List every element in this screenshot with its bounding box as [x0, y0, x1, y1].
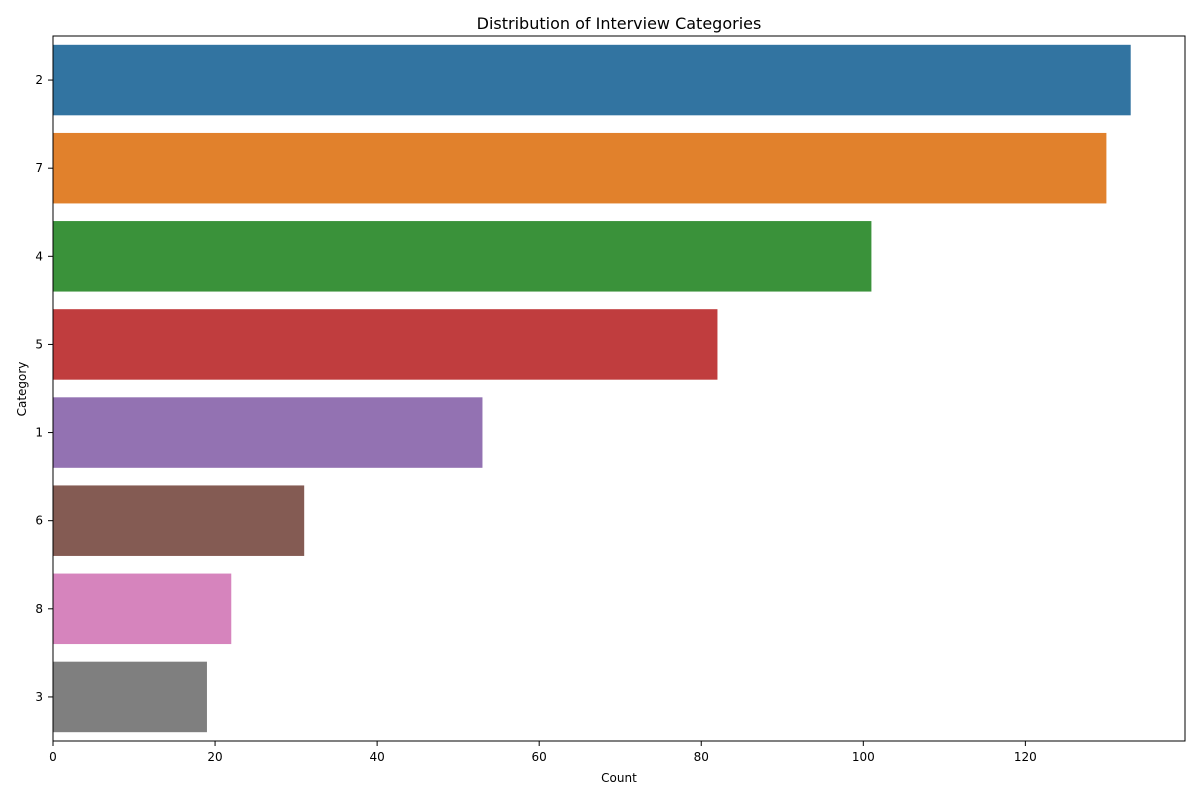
bar-category-7 — [53, 132, 1107, 204]
x-axis-label: Count — [601, 771, 637, 785]
x-tick-label: 40 — [369, 750, 384, 764]
x-axis-ticks: 0 20 40 60 80 100 120 — [49, 741, 1037, 764]
x-tick-label: 0 — [49, 750, 57, 764]
bar-category-2 — [53, 44, 1131, 116]
bar-category-3 — [53, 661, 207, 733]
x-tick-label: 20 — [207, 750, 222, 764]
y-tick-label: 3 — [35, 690, 43, 704]
x-tick-label: 100 — [852, 750, 875, 764]
y-tick-label: 1 — [35, 426, 43, 440]
bar-category-4 — [53, 221, 872, 292]
y-tick-label: 4 — [35, 249, 43, 263]
y-tick-label: 2 — [35, 73, 43, 87]
x-tick-label: 60 — [532, 750, 547, 764]
y-tick-label: 8 — [35, 602, 43, 616]
y-tick-label: 7 — [35, 161, 43, 175]
bar-category-1 — [53, 397, 483, 468]
chart-title: Distribution of Interview Categories — [477, 14, 762, 33]
bar-category-8 — [53, 573, 232, 645]
y-tick-label: 5 — [35, 337, 43, 351]
y-axis-label: Category — [15, 362, 29, 417]
y-axis-ticks: 2 7 4 5 1 6 8 3 — [35, 73, 53, 704]
plot-frame — [52, 35, 1186, 742]
bar-category-6 — [53, 485, 305, 556]
x-tick-label: 80 — [694, 750, 709, 764]
x-tick-label: 120 — [1014, 750, 1037, 764]
y-tick-label: 6 — [35, 514, 43, 528]
bar-category-5 — [53, 309, 718, 380]
bars-group — [53, 44, 1131, 733]
